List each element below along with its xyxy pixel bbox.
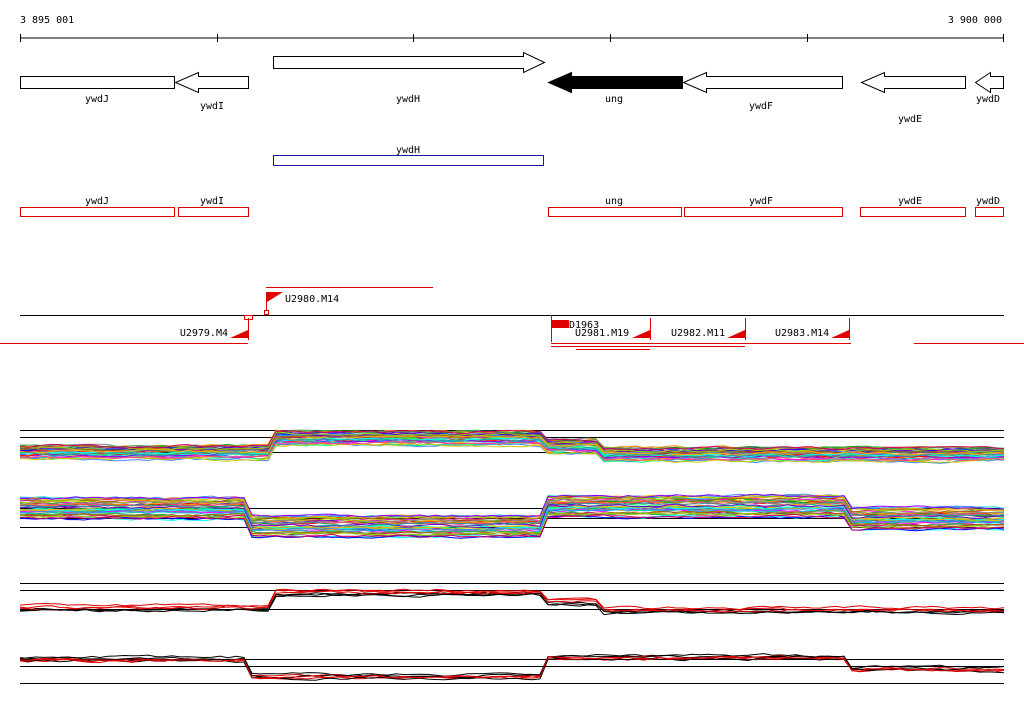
promoter-marker[interactable] [264,310,269,315]
expression-trace [19,443,1005,464]
gene-label: ung [605,94,623,105]
red-feature-box[interactable] [548,207,682,217]
expression-trace [19,513,1005,538]
red-feature-box[interactable] [178,207,249,217]
red-feature-box[interactable] [684,207,843,217]
red-feature-box[interactable] [975,207,1004,217]
coordinate-ruler: 3 895 001 3 900 000 [20,15,1004,42]
gene-ywdH-arrow[interactable] [273,51,546,74]
gene-label: ywdI [200,101,224,112]
transcript-label: U2983.M14 [775,328,829,339]
gene-ywdI-arrow[interactable] [174,71,249,94]
expression-trace [19,437,1005,458]
red-feature-label: ywdE [898,196,922,207]
expression-trace [19,429,1005,451]
ruler-end-label: 3 900 000 [948,15,1002,26]
expression-trace [19,657,1005,681]
expression-trace [19,435,1005,456]
transcript-track: U2980.M14 U2979.M4 D1963 U2981.M19 U2982… [0,287,1024,350]
blue-feature-track: ywdH [273,145,544,166]
gene-label: ywdE [898,114,922,125]
transcript-flag[interactable] [267,292,283,302]
expression-trace [19,500,1005,527]
expression-trace [19,505,1005,530]
transcript-label: U2979.M4 [180,328,228,339]
transcript-flag[interactable] [831,330,849,338]
gene-ywdE-arrow[interactable] [860,71,966,94]
expression-trace [19,655,1005,679]
gene-label: ywdH [396,94,420,105]
transcript-label: U2980.M14 [285,294,339,305]
transcript-label: U2981.M19 [575,328,629,339]
transcript-flag[interactable] [632,330,650,338]
red-feature-label: ywdD [976,196,1000,207]
d1963-block[interactable] [551,320,569,328]
gene-label: ywdD [976,94,1000,105]
transcript-label: U2982.M11 [671,328,725,339]
expression-profile-lines [19,653,1005,681]
expression-trace [19,493,1004,518]
blue-feature-box[interactable] [273,155,544,166]
gene-label: ywdJ [85,94,109,105]
red-feature-label: ywdJ [85,196,109,207]
expression-trace [19,429,1005,451]
expression-profile-lines [19,493,1005,539]
expression-panel-4 [19,653,1005,684]
red-feature-box[interactable] [20,207,175,217]
gene-ywdD-arrow[interactable] [974,71,1004,94]
gene-label: ywdF [749,101,773,112]
gene-ywdJ-box[interactable] [20,76,175,89]
expression-trace [19,593,1005,616]
transcript-flag[interactable] [230,330,248,338]
expression-trace [19,507,1005,532]
gene-ung-arrow[interactable] [547,71,683,94]
expression-trace [19,654,1005,679]
expression-panel-3 [19,583,1005,616]
expression-trace [19,438,1005,458]
transcript-label: D1963 [569,320,599,331]
expression-trace [19,514,1005,539]
red-feature-label: ung [605,196,623,207]
red-feature-label: ywdI [200,196,224,207]
expression-panel-2 [19,493,1005,539]
expression-trace [19,512,1005,536]
red-feature-box[interactable] [860,207,966,217]
expression-profile-lines [19,429,1005,464]
expression-profile-lines [19,588,1005,616]
expression-panel-1 [19,429,1005,464]
blue-feature-label: ywdH [396,145,420,156]
gene-ywdF-arrow[interactable] [682,71,843,94]
gene-track: ywdJ ywdI ywdH ung ywdF ywdE ywdD [20,51,1004,125]
expression-trace [19,653,1005,677]
red-feature-track: ywdJ ywdI ung ywdF ywdE ywdD [20,196,1004,217]
expression-trace [19,589,1005,612]
ruler-start-label: 3 895 001 [20,15,74,26]
expression-trace [19,440,1005,462]
transcript-flag[interactable] [727,330,745,338]
expression-trace [19,501,1005,527]
expression-trace [19,588,1005,611]
red-feature-label: ywdF [749,196,773,207]
